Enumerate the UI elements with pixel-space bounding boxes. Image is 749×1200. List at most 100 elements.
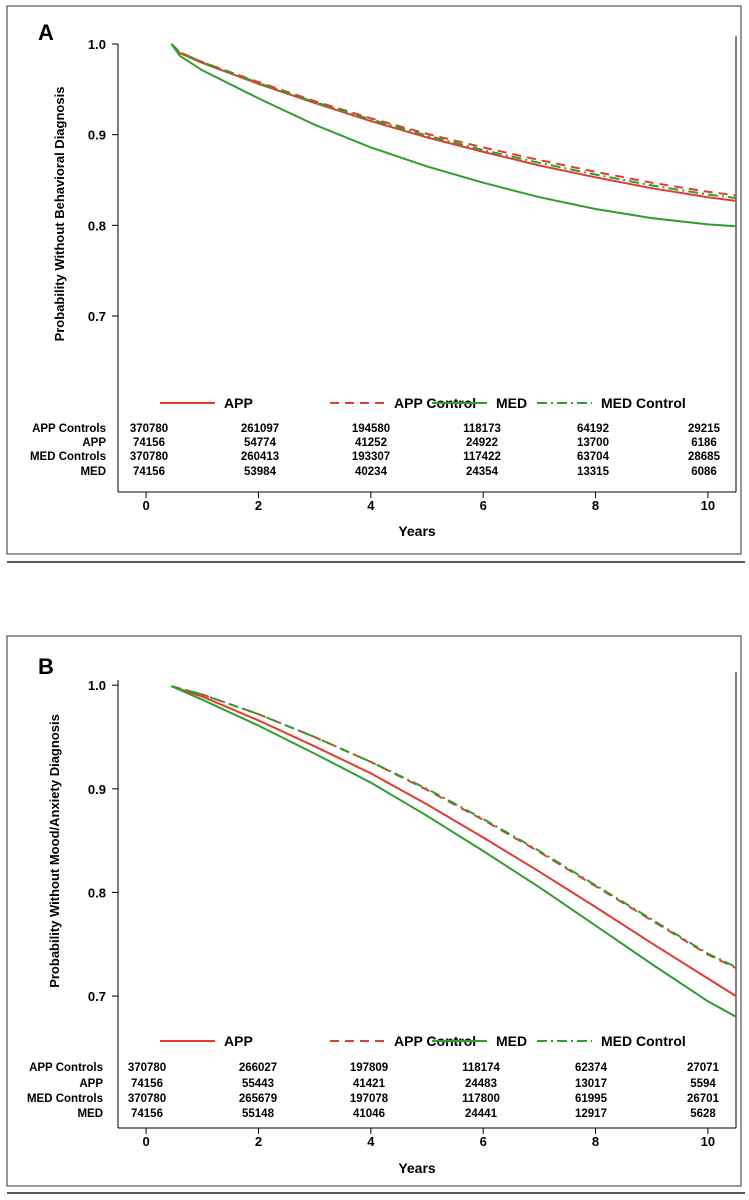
risk-table-cell: 5594: [690, 1078, 716, 1090]
series-line-app: [170, 43, 737, 202]
legend-label-med: MED: [496, 1033, 527, 1049]
risk-table-cell: 370780: [130, 451, 168, 463]
risk-table-cell: 64192: [577, 423, 609, 435]
risk-table-cell: 118173: [463, 423, 501, 435]
risk-table-cell: 63704: [577, 451, 610, 463]
risk-table-cell: 74156: [133, 437, 165, 449]
x-tick-label: 10: [701, 1134, 715, 1149]
x-tick-label: 2: [255, 1134, 262, 1149]
risk-table-cell: 13017: [575, 1078, 607, 1090]
y-tick-label: 0.9: [88, 128, 106, 143]
risk-table-cell: 41421: [353, 1078, 386, 1090]
risk-table-cell: 370780: [130, 423, 168, 435]
risk-table-cell: 370780: [128, 1093, 166, 1105]
risk-table-cell: 5628: [690, 1108, 716, 1120]
panel-b: B 0.7 0.8 0.9 1.0 Probability Without Mood/An…: [6, 635, 745, 1194]
y-tick-label: 0.7: [88, 989, 106, 1004]
legend-label-med-control: MED Control: [601, 395, 686, 411]
risk-table-cell: 28685: [688, 451, 721, 463]
y-tick-label: 0.9: [88, 782, 106, 797]
y-tick-label: 0.8: [88, 218, 106, 233]
y-axis-title: Probability Without Mood/Anxiety Diagnos…: [47, 714, 62, 988]
x-tick-label: 2: [255, 498, 262, 513]
y-axis-title: Probability Without Behavioral Diagnosis: [52, 87, 67, 342]
series-line-med: [170, 685, 737, 1018]
risk-table-cell: 197078: [350, 1093, 389, 1105]
series-line-app-control: [170, 43, 737, 197]
risk-table-cell: 197809: [350, 1062, 388, 1074]
risk-table-cell: 24441: [465, 1108, 498, 1120]
panel-frame: [6, 635, 742, 1187]
legend-label-med: MED: [496, 395, 527, 411]
legend-label-app: APP: [224, 1033, 253, 1049]
risk-table-cell: 118174: [462, 1062, 500, 1074]
risk-table-cell: 27071: [687, 1062, 720, 1074]
risk-table-cell: 55148: [242, 1108, 275, 1120]
risk-table-cell: 74156: [131, 1078, 163, 1090]
risk-table-cell: 260413: [241, 451, 279, 463]
x-tick-label: 10: [701, 498, 715, 513]
risk-table-cell: 55443: [242, 1078, 274, 1090]
risk-table-cell: 74156: [131, 1108, 163, 1120]
risk-table-cell: 53984: [244, 466, 277, 478]
risk-table-cell: 261097: [241, 423, 279, 435]
risk-table-row-label: MED Controls: [30, 451, 106, 463]
y-tick-label: 0.8: [88, 885, 106, 900]
risk-table-cell: 117422: [463, 451, 501, 463]
risk-table-cell: 13700: [577, 437, 609, 449]
risk-table-cell: 29215: [688, 423, 721, 435]
risk-table-row-label: APP: [79, 1078, 103, 1090]
risk-table-cell: 194580: [352, 423, 390, 435]
y-tick-label: 0.7: [88, 309, 106, 324]
risk-table-cell: 24922: [466, 437, 498, 449]
x-tick-label: 8: [592, 498, 599, 513]
risk-table-cell: 6186: [691, 437, 717, 449]
risk-table-row-label: APP Controls: [29, 1062, 103, 1074]
risk-table-cell: 265679: [239, 1093, 277, 1105]
legend-label-app: APP: [224, 395, 253, 411]
series-line-app-control: [171, 685, 737, 970]
x-tick-label: 6: [480, 1134, 487, 1149]
risk-table-cell: 62374: [575, 1062, 608, 1074]
risk-table-cell: 41046: [353, 1108, 385, 1120]
risk-table-row-label: MED: [80, 466, 106, 478]
legend-label-med-control: MED Control: [601, 1033, 686, 1049]
panel-a: A 0.7 0.8 0.9 1.0 Probability Without Behavio…: [6, 5, 745, 563]
x-tick-label: 4: [367, 1134, 375, 1149]
risk-table-cell: 370780: [128, 1062, 166, 1074]
x-axis-title: Years: [398, 1160, 436, 1176]
risk-table-cell: 193307: [352, 451, 390, 463]
series-line-med-control: [170, 43, 737, 200]
risk-table-cell: 266027: [239, 1062, 277, 1074]
risk-table-cell: 26701: [687, 1093, 720, 1105]
y-tick-label: 1.0: [88, 37, 106, 52]
risk-table-cell: 54774: [244, 437, 277, 449]
panel-frame: [6, 5, 742, 555]
panel-letter: B: [38, 654, 54, 679]
risk-table-row-label: MED: [77, 1108, 103, 1120]
x-tick-label: 6: [480, 498, 487, 513]
risk-table-row-label: MED Controls: [27, 1093, 103, 1105]
risk-table-cell: 61995: [575, 1093, 608, 1105]
series-line-med-control: [171, 685, 737, 969]
risk-table-row-label: APP: [82, 437, 106, 449]
risk-table-cell: 24354: [466, 466, 499, 478]
risk-table-cell: 13315: [577, 466, 610, 478]
risk-table-row-label: APP Controls: [32, 423, 106, 435]
x-tick-label: 4: [367, 498, 375, 513]
risk-table-cell: 24483: [465, 1078, 497, 1090]
y-tick-label: 1.0: [88, 678, 106, 693]
x-tick-label: 0: [142, 498, 149, 513]
series-line-med: [170, 43, 737, 228]
x-tick-label: 8: [592, 1134, 599, 1149]
series-line-app: [171, 685, 737, 997]
risk-table-cell: 40234: [355, 466, 388, 478]
x-tick-label: 0: [142, 1134, 149, 1149]
risk-table-cell: 74156: [133, 466, 165, 478]
risk-table-cell: 117800: [462, 1093, 500, 1105]
x-axis-title: Years: [398, 523, 436, 539]
risk-table-cell: 12917: [575, 1108, 607, 1120]
panel-letter: A: [38, 20, 54, 45]
risk-table-cell: 6086: [691, 466, 717, 478]
